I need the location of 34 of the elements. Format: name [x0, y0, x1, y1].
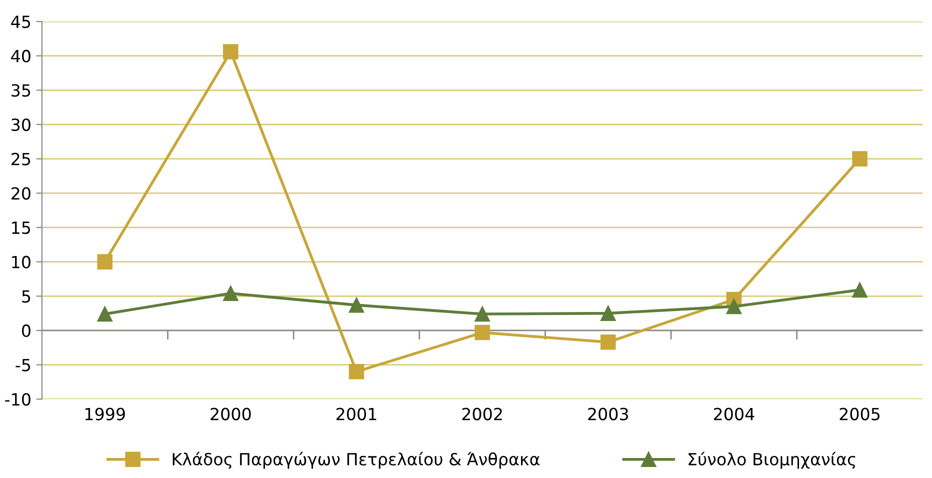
x-tick-label: 2002 — [462, 408, 502, 420]
point — [223, 44, 238, 60]
y-tick-label: 10 — [12, 256, 30, 268]
point — [97, 254, 112, 270]
point — [474, 324, 490, 340]
y-tick-label: 45 — [11, 16, 30, 28]
y-tick-label: 40 — [11, 50, 30, 62]
point — [600, 334, 616, 350]
legend-label: Κλάδος Παραγώγων Πετρελαίου & Άνθρακα — [172, 452, 540, 469]
x-tick-label: 2004 — [714, 408, 754, 420]
y-tick-label: -5 — [16, 358, 30, 372]
y-tick-label: 0 — [22, 324, 30, 338]
point — [852, 282, 868, 298]
x-tick-label: 2001 — [336, 408, 376, 420]
x-tick-label: 2003 — [588, 408, 628, 420]
x-tick-label: 2005 — [840, 408, 880, 420]
y-tick-label: -10 — [5, 393, 30, 406]
point — [97, 306, 112, 322]
legend-label: Σύνολο Βιομηχανίας — [688, 452, 856, 469]
y-tick-label: 20 — [12, 187, 30, 200]
point — [852, 151, 868, 166]
point — [474, 306, 490, 322]
x-tick-label: 1999 — [85, 408, 125, 420]
y-tick-label: 30 — [12, 118, 30, 132]
y-tick-label: 35 — [12, 84, 30, 97]
point — [348, 297, 364, 313]
x-tick-label: 2000 — [210, 408, 251, 420]
point — [726, 298, 742, 314]
y-tick-label: 15 — [12, 222, 30, 234]
point — [600, 306, 616, 321]
y-tick-label: 25 — [12, 152, 30, 166]
point — [223, 286, 238, 302]
point — [348, 364, 364, 380]
y-tick-label: 5 — [22, 290, 30, 303]
